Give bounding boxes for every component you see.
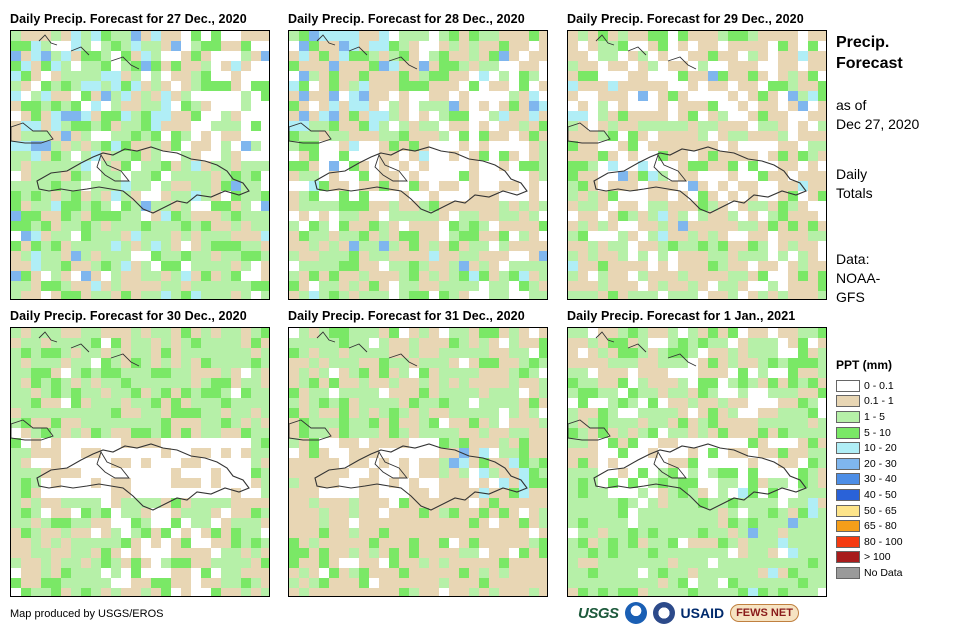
legend-swatch bbox=[836, 566, 860, 579]
legend-label: 30 - 40 bbox=[864, 473, 897, 486]
dos-seal-icon bbox=[652, 602, 675, 624]
legend-row: 20 - 30 bbox=[836, 456, 903, 472]
legend-row: > 100 bbox=[836, 550, 903, 566]
legend-label: 1 - 5 bbox=[864, 410, 886, 423]
legend-title: PPT (mm) bbox=[836, 358, 893, 372]
ppt-legend: PPT (mm) 0 - 0.1 0.1 - 1 1 - 5 5 - 10 10 - 2… bbox=[836, 358, 903, 581]
forecast-map bbox=[10, 30, 270, 300]
as-of-date: as of Dec 27, 2020 bbox=[836, 97, 920, 132]
panel-title: Daily Precip. Forecast for 28 Dec., 2020 bbox=[288, 12, 525, 26]
legend-label: > 100 bbox=[864, 551, 891, 564]
legend-label: 65 - 80 bbox=[864, 520, 897, 533]
legend-row: 5 - 10 bbox=[836, 425, 903, 441]
legend-row: 80 - 100 bbox=[836, 534, 903, 550]
legend-swatch bbox=[836, 520, 860, 533]
daily-totals-note: Daily Totals bbox=[836, 166, 873, 201]
panel-title: Daily Precip. Forecast for 27 Dec., 2020 bbox=[10, 12, 247, 26]
forecast-map bbox=[567, 30, 827, 300]
legend-label: 0 - 0.1 bbox=[864, 379, 894, 392]
side-title: Precip. Forecast bbox=[836, 34, 903, 72]
legend-swatch bbox=[836, 457, 860, 470]
legend-swatch bbox=[836, 442, 860, 455]
legend-row: 50 - 65 bbox=[836, 503, 903, 519]
legend-swatch bbox=[836, 379, 860, 392]
fews-net-logo: FEWS NET bbox=[730, 604, 799, 622]
legend-swatch bbox=[836, 473, 860, 486]
legend-swatch bbox=[836, 410, 860, 423]
data-source: Data: NOAA- GFS bbox=[836, 251, 881, 305]
legend-row: 65 - 80 bbox=[836, 518, 903, 534]
legend-swatch bbox=[836, 504, 860, 517]
forecast-map bbox=[288, 327, 548, 597]
legend-row: 10 - 20 bbox=[836, 440, 903, 456]
legend-label: 0.1 - 1 bbox=[864, 395, 894, 408]
legend-swatch bbox=[836, 395, 860, 408]
legend-label: 5 - 10 bbox=[864, 426, 891, 439]
noaa-logo-icon bbox=[624, 602, 647, 624]
panel-title: Daily Precip. Forecast for 31 Dec., 2020 bbox=[288, 309, 525, 323]
forecast-map bbox=[288, 30, 548, 300]
legend-row: 0 - 0.1 bbox=[836, 378, 903, 394]
legend-swatch bbox=[836, 426, 860, 439]
legend-swatch bbox=[836, 551, 860, 564]
agency-logos: USGS USAID FEWS NET bbox=[578, 602, 799, 624]
panel-title: Daily Precip. Forecast for 1 Jan., 2021 bbox=[567, 309, 796, 323]
forecast-map bbox=[10, 327, 270, 597]
map-credit: Map produced by USGS/EROS bbox=[10, 608, 164, 620]
legend-row: 0.1 - 1 bbox=[836, 394, 903, 410]
legend-label: No Data bbox=[864, 566, 903, 579]
legend-label: 40 - 50 bbox=[864, 488, 897, 501]
legend-row: No Data bbox=[836, 565, 903, 581]
legend-label: 80 - 100 bbox=[864, 535, 903, 548]
usgs-logo: USGS bbox=[578, 604, 619, 622]
legend-swatch bbox=[836, 488, 860, 501]
panel-title: Daily Precip. Forecast for 29 Dec., 2020 bbox=[567, 12, 804, 26]
usaid-logo: USAID bbox=[680, 605, 725, 621]
legend-row: 1 - 5 bbox=[836, 409, 903, 425]
legend-label: 10 - 20 bbox=[864, 442, 897, 455]
legend-label: 50 - 65 bbox=[864, 504, 897, 517]
legend-row: 40 - 50 bbox=[836, 487, 903, 503]
panel-title: Daily Precip. Forecast for 30 Dec., 2020 bbox=[10, 309, 247, 323]
legend-label: 20 - 30 bbox=[864, 457, 897, 470]
legend-row: 30 - 40 bbox=[836, 472, 903, 488]
legend-swatch bbox=[836, 535, 860, 548]
forecast-map bbox=[567, 327, 827, 597]
